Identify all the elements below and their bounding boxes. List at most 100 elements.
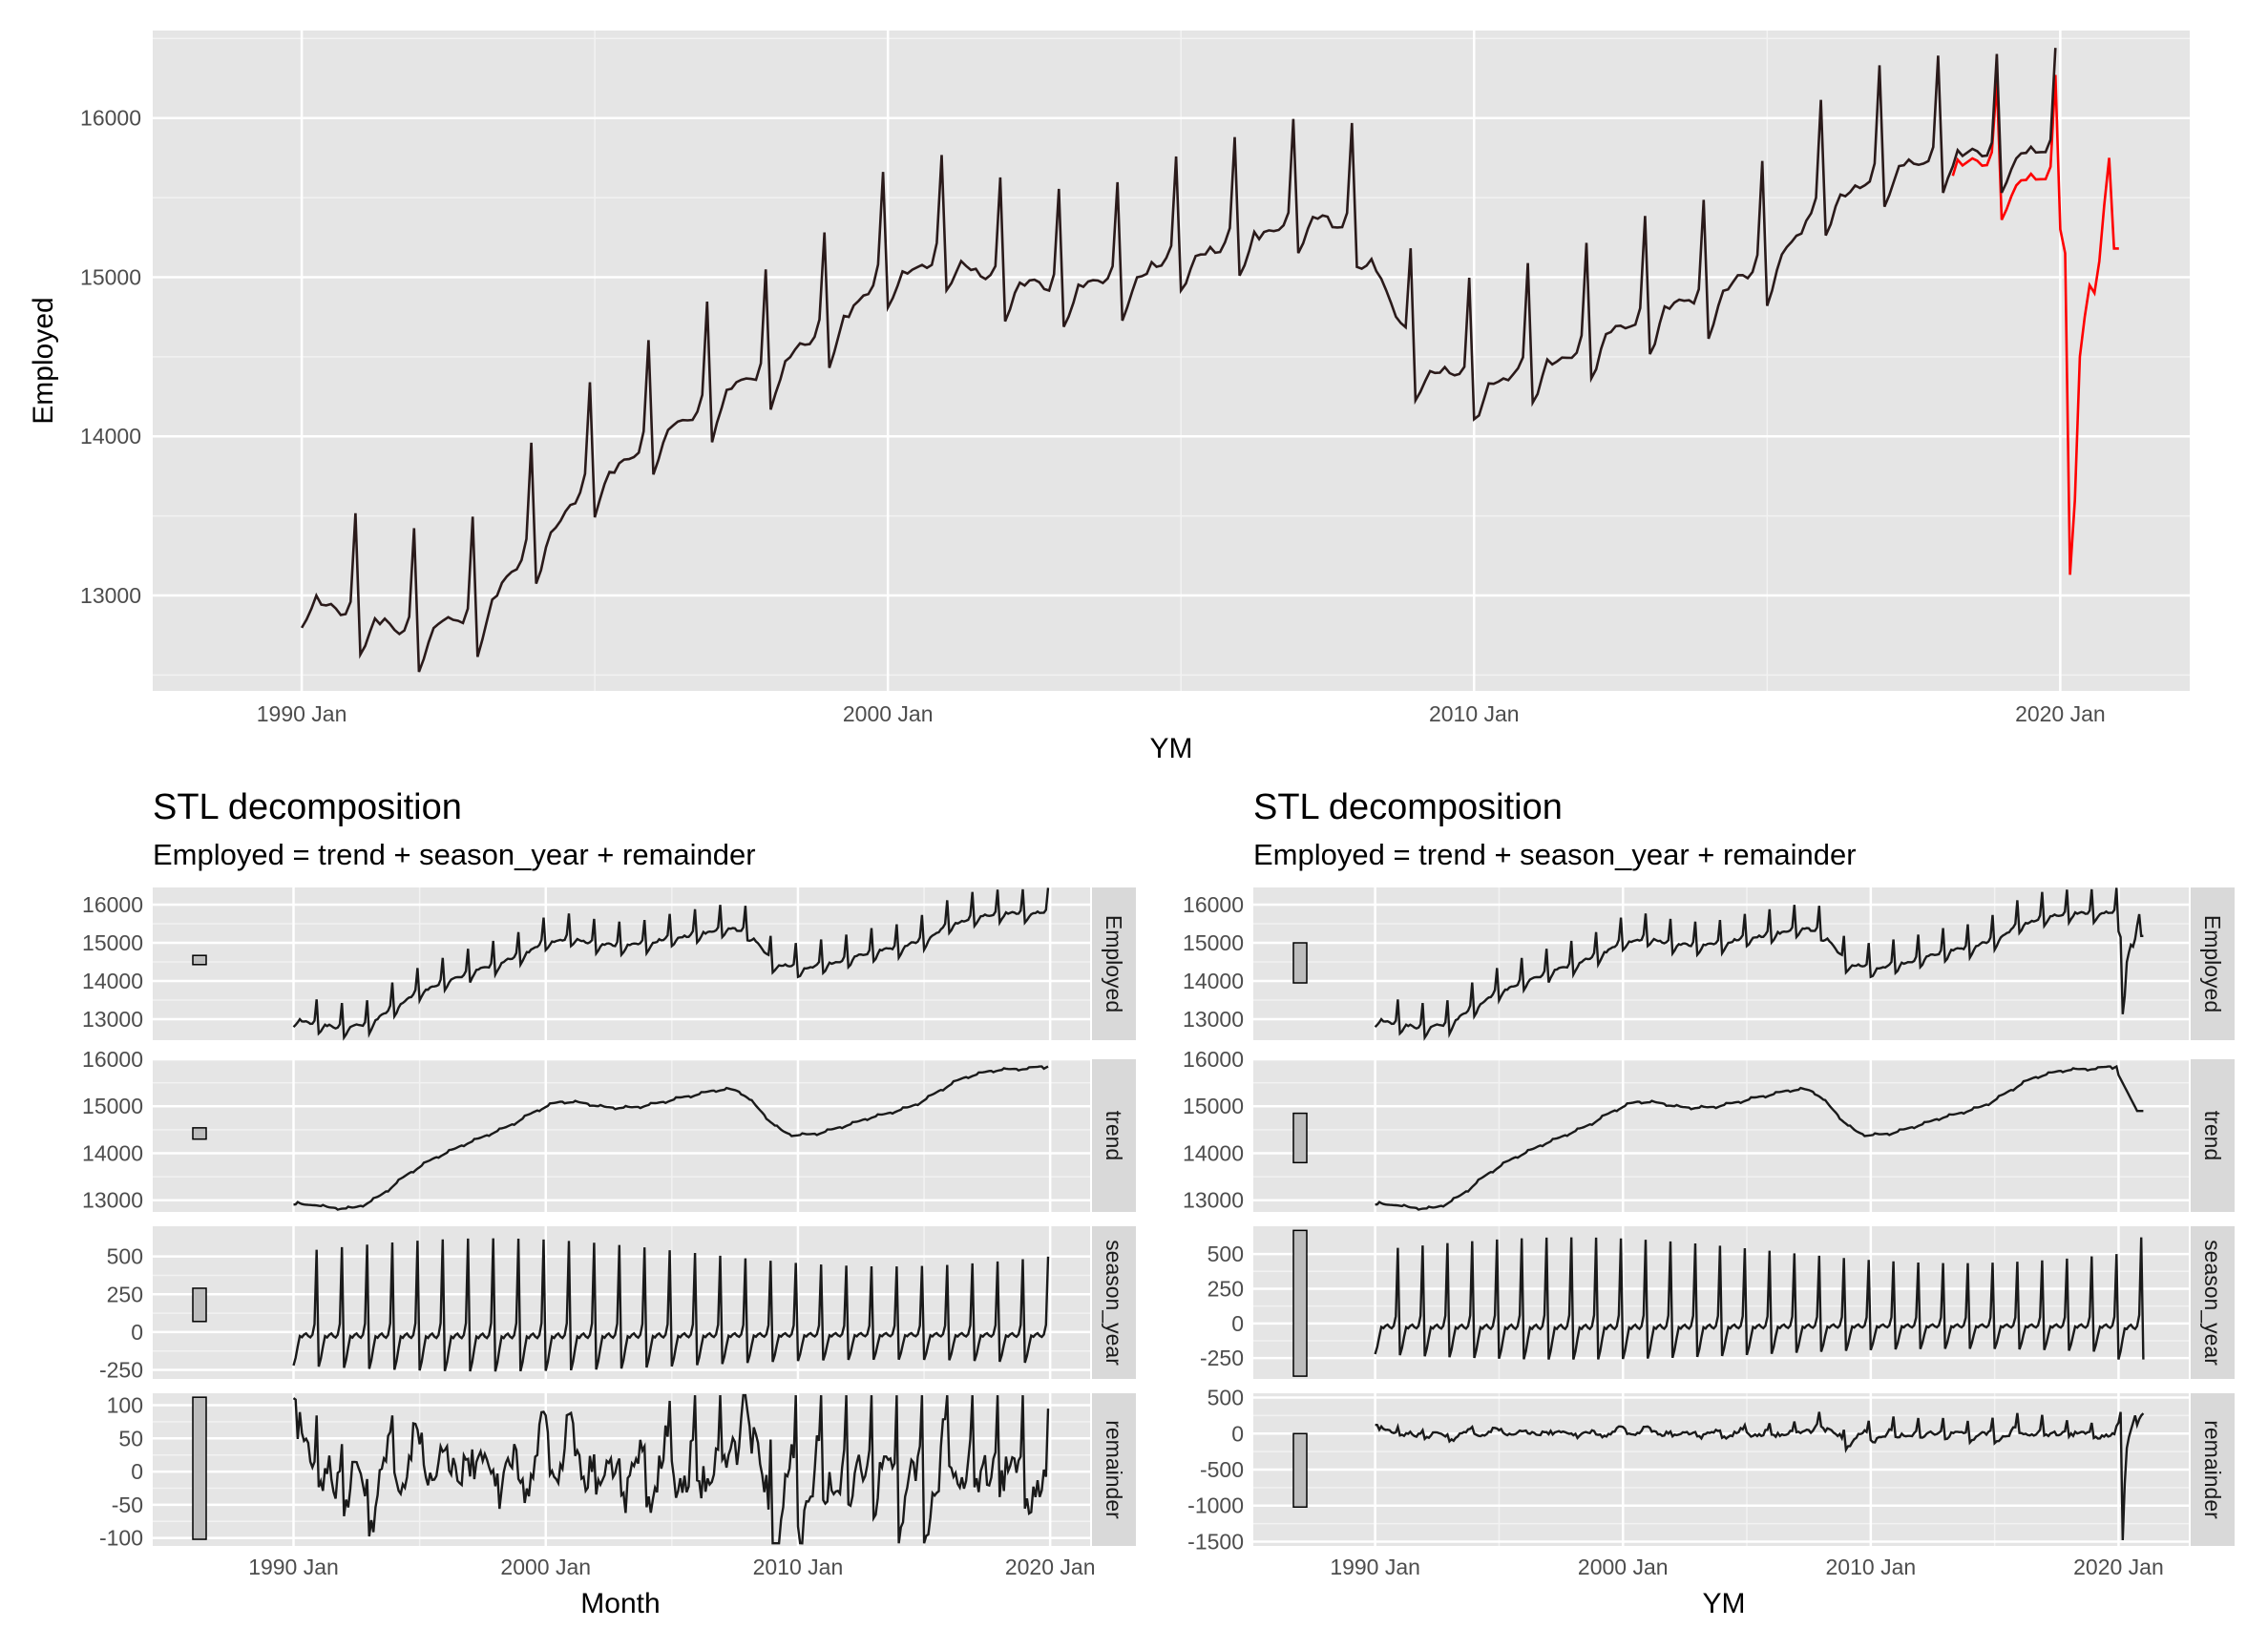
- scale-bar: [1292, 1112, 1308, 1164]
- y-tick-label: -250: [1200, 1346, 1244, 1370]
- top-series: [300, 48, 2119, 673]
- x-tick-label: 2010 Jan: [1826, 1555, 1917, 1579]
- stl-right-subtitle: Employed = trend + season_year + remaind…: [1253, 838, 1857, 871]
- stl-left-x-tick-labels: 1990 Jan 2000 Jan 2010 Jan 2020 Jan: [248, 1555, 1095, 1579]
- y-tick-label: 14000: [1183, 969, 1244, 993]
- facet-series-line: [1375, 1064, 2144, 1211]
- y-tick-label: 13000: [82, 1007, 143, 1032]
- scale-bar: [192, 1396, 207, 1540]
- facet-strip-label: Employed: [2200, 915, 2225, 1012]
- facet-strip: [2191, 1226, 2235, 1379]
- scale-bar: [1292, 942, 1308, 984]
- y-tick-label: 500: [1208, 1242, 1244, 1266]
- top-panel-background: [153, 31, 2190, 691]
- y-tick-label: 16000: [1183, 1047, 1244, 1072]
- x-tick-label: 2020 Jan: [2015, 701, 2106, 726]
- x-tick-label: 1990 Jan: [257, 701, 347, 726]
- stl-right-x-axis-title: YM: [1703, 1588, 1746, 1619]
- facet-strip: [2191, 1059, 2235, 1212]
- stl-right-facets: 13000 14000 15000 16000 Employed 13000 14000 15…: [1183, 887, 2235, 1554]
- facet-series-line: [1375, 1411, 2145, 1541]
- facet-strip: [2191, 887, 2235, 1040]
- facet-strip: [1092, 887, 1136, 1040]
- x-tick-label: 2020 Jan: [2073, 1555, 2164, 1579]
- series-line-red: [1951, 74, 2119, 575]
- facet-strip: [1092, 1226, 1136, 1379]
- x-tick-label: 1990 Jan: [1330, 1555, 1420, 1579]
- facet-series-line: [292, 1393, 1050, 1545]
- y-tick-label: 250: [107, 1282, 143, 1306]
- y-tick-label: 15000: [82, 930, 143, 955]
- y-tick-label: 250: [1208, 1276, 1244, 1301]
- facet-series-line: [1374, 887, 2144, 1041]
- x-tick-label: 2000 Jan: [500, 1555, 591, 1579]
- y-tick-label: 15000: [82, 1094, 143, 1118]
- series-line-black: [300, 48, 2057, 673]
- x-tick-label: 1990 Jan: [248, 1555, 339, 1579]
- facet-strip-label: season_year: [1102, 1240, 1126, 1366]
- y-tick-label: -100: [99, 1526, 143, 1551]
- facet-panel: [1253, 887, 2189, 1040]
- facet-strip: [1092, 1059, 1136, 1212]
- y-tick-label: -1000: [1187, 1493, 1244, 1518]
- facet-panel: [153, 1059, 1090, 1212]
- facet-series-line: [293, 1065, 1049, 1211]
- top-chart: 13000 14000 15000 16000 1990 Jan 2000 Jan 201…: [28, 31, 2190, 764]
- scale-bar: [192, 954, 207, 966]
- facet-strip: [1092, 1393, 1136, 1546]
- stl-right-x-tick-labels: 1990 Jan 2000 Jan 2010 Jan 2020 Jan: [1330, 1555, 2163, 1579]
- facet-strip-label: remainder: [2200, 1420, 2225, 1519]
- facet-strip-label: season_year: [2200, 1240, 2225, 1366]
- facet-strip-label: trend: [1102, 1111, 1126, 1160]
- y-tick-label: 13000: [80, 583, 141, 608]
- x-tick-label: 2010 Jan: [753, 1555, 844, 1579]
- top-y-tick-labels: 13000 14000 15000 16000: [80, 106, 141, 608]
- y-tick-label: 16000: [1183, 892, 1244, 917]
- facet-strip-label: remainder: [1102, 1420, 1126, 1519]
- y-tick-label: -50: [112, 1492, 143, 1517]
- scale-bar: [1292, 1229, 1308, 1377]
- facet-strip: [2191, 1393, 2235, 1546]
- scale-bar: [1292, 1432, 1308, 1508]
- y-tick-label: 14000: [80, 424, 141, 449]
- y-tick-label: 13000: [1183, 1188, 1244, 1213]
- y-tick-label: -500: [1200, 1457, 1244, 1482]
- top-x-tick-labels: 1990 Jan 2000 Jan 2010 Jan 2020 Jan: [257, 701, 2106, 726]
- y-tick-label: 13000: [82, 1188, 143, 1213]
- y-tick-label: 50: [118, 1426, 143, 1451]
- facet-strip-label: Employed: [1102, 915, 1126, 1012]
- y-tick-label: 0: [1231, 1421, 1244, 1446]
- stl-right-chart: STL decomposition Employed = trend + sea…: [1183, 787, 2235, 1619]
- y-tick-label: 100: [107, 1393, 143, 1418]
- facet-series-line: [1374, 1237, 2145, 1360]
- y-tick-label: 13000: [1183, 1007, 1244, 1032]
- stl-left-title: STL decomposition: [153, 787, 462, 827]
- stl-left-subtitle: Employed = trend + season_year + remaind…: [153, 838, 756, 871]
- y-tick-label: 16000: [82, 1047, 143, 1072]
- x-tick-label: 2010 Jan: [1429, 701, 1520, 726]
- y-tick-label: 16000: [82, 892, 143, 917]
- facet-series-line: [292, 1238, 1050, 1372]
- y-tick-label: 15000: [1183, 1094, 1244, 1118]
- top-y-axis-title: Employed: [28, 297, 59, 424]
- scale-bar: [192, 1287, 207, 1323]
- y-tick-label: -1500: [1187, 1529, 1244, 1554]
- y-tick-label: 0: [1231, 1311, 1244, 1336]
- facet-series-line: [292, 887, 1050, 1041]
- stl-left-x-axis-title: Month: [580, 1588, 660, 1619]
- facet-strip-label: trend: [2200, 1111, 2225, 1160]
- scale-bar: [192, 1127, 207, 1140]
- y-tick-label: 14000: [82, 969, 143, 993]
- y-tick-label: 15000: [1183, 930, 1244, 955]
- x-tick-label: 2000 Jan: [1578, 1555, 1669, 1579]
- y-tick-label: 14000: [82, 1140, 143, 1165]
- y-tick-label: 500: [1208, 1386, 1244, 1410]
- facet-panel: [153, 887, 1090, 1040]
- y-tick-label: 0: [131, 1459, 143, 1484]
- y-tick-label: 15000: [80, 264, 141, 289]
- top-gridlines: [153, 31, 2190, 691]
- y-tick-label: 500: [107, 1244, 143, 1269]
- y-tick-label: 16000: [80, 106, 141, 131]
- y-tick-label: 14000: [1183, 1140, 1244, 1165]
